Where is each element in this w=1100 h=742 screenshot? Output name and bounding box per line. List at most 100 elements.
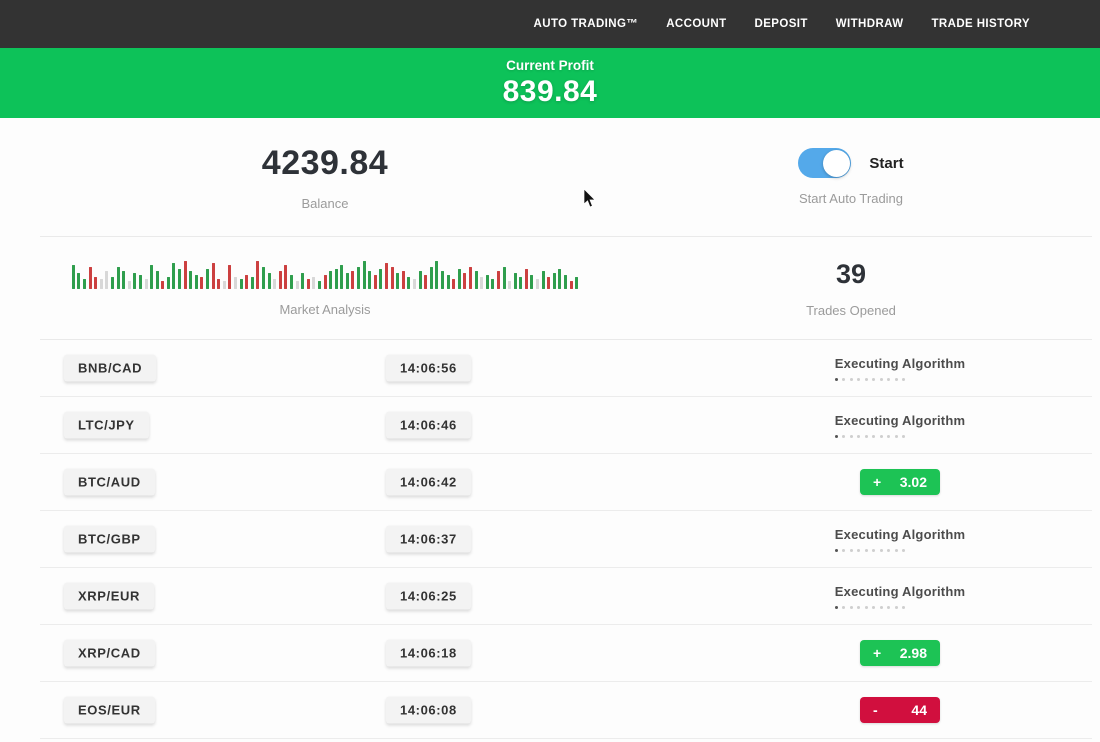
market-bar xyxy=(99,279,103,289)
top-navigation: AUTO TRADING™ ACCOUNT DEPOSIT WITHDRAW T… xyxy=(0,0,1100,48)
trades-opened-block: 39 Trades Opened xyxy=(610,237,1092,339)
current-profit-label: Current Profit xyxy=(506,57,594,73)
nav-item-trade-history[interactable]: TRADE HISTORY xyxy=(931,18,1030,30)
market-bar xyxy=(105,271,109,289)
result-sign: + xyxy=(873,474,882,490)
time-badge: 14:06:08 xyxy=(386,696,471,724)
market-bar xyxy=(457,269,461,289)
market-bar xyxy=(250,277,254,289)
auto-trading-toggle[interactable] xyxy=(798,148,852,178)
progress-dot xyxy=(872,548,876,552)
progress-dot xyxy=(887,377,891,381)
trades-list: BNB/CAD 14:06:56 Executing Algorithm LTC… xyxy=(40,340,1092,739)
result-value: 2.98 xyxy=(899,645,927,661)
market-bar xyxy=(552,273,556,289)
market-bar xyxy=(569,281,573,289)
progress-dot xyxy=(849,434,853,438)
pair-badge: BTC/GBP xyxy=(64,525,155,553)
market-bar xyxy=(189,271,193,289)
market-bar xyxy=(88,267,92,289)
market-bar xyxy=(261,267,265,289)
time-badge: 14:06:46 xyxy=(386,411,471,439)
pair-badge: LTC/JPY xyxy=(64,411,149,439)
trade-row: BTC/AUD 14:06:42 + 3.02 xyxy=(40,454,1092,511)
market-bar xyxy=(144,279,148,289)
market-bar xyxy=(116,267,120,289)
balance-value: 4239.84 xyxy=(261,143,389,182)
market-bar xyxy=(194,275,198,289)
progress-dot xyxy=(902,434,906,438)
nav-item-account[interactable]: ACCOUNT xyxy=(666,18,727,30)
progress-dot xyxy=(834,605,838,609)
market-bar xyxy=(340,265,344,289)
progress-dot xyxy=(834,377,838,381)
trade-result-badge: + 3.02 xyxy=(860,469,940,495)
trade-result-badge: - 44 xyxy=(860,697,940,723)
progress-dot xyxy=(849,377,853,381)
trade-row: EOS/EUR 14:06:08 - 44 xyxy=(40,682,1092,739)
trade-row: XRP/EUR 14:06:25 Executing Algorithm xyxy=(40,568,1092,625)
market-bar xyxy=(172,263,176,289)
market-bar xyxy=(178,269,182,289)
progress-dot xyxy=(842,434,846,438)
market-bar xyxy=(138,275,142,289)
nav-item-deposit[interactable]: DEPOSIT xyxy=(754,18,808,30)
progress-dot xyxy=(857,548,861,552)
market-bar xyxy=(82,279,86,289)
market-row: Market Analysis 39 Trades Opened xyxy=(40,237,1092,340)
market-bar xyxy=(245,275,249,289)
market-bar xyxy=(474,271,478,289)
market-bar xyxy=(222,281,226,289)
market-bar xyxy=(267,273,271,289)
market-bar xyxy=(351,271,355,289)
status-cell: Executing Algorithm xyxy=(830,397,970,453)
nav-item-auto-trading[interactable]: AUTO TRADING™ xyxy=(533,18,639,30)
nav-item-withdraw[interactable]: WITHDRAW xyxy=(835,18,904,30)
market-bar xyxy=(463,273,467,289)
pair-badge: BTC/AUD xyxy=(64,468,155,496)
current-profit-banner: Current Profit 839.84 xyxy=(0,48,1100,118)
progress-dot xyxy=(887,548,891,552)
market-bar xyxy=(390,267,394,289)
market-bar xyxy=(133,273,137,289)
executing-algorithm-label: Executing Algorithm xyxy=(834,355,966,371)
market-bar xyxy=(239,279,243,289)
market-bar xyxy=(77,273,81,289)
balance-block: 4239.84 Balance xyxy=(40,118,610,236)
auto-trading-block: Start Start Auto Trading xyxy=(610,118,1092,236)
progress-dot xyxy=(879,548,883,552)
start-auto-trading-label: Start Auto Trading xyxy=(798,191,904,206)
market-bar xyxy=(547,277,551,289)
market-bar xyxy=(183,261,187,289)
market-analysis-label: Market Analysis xyxy=(279,302,371,317)
market-bar xyxy=(301,273,305,289)
toggle-knob-icon xyxy=(822,149,850,177)
market-bar xyxy=(524,269,528,289)
market-bar xyxy=(211,263,215,289)
market-bar xyxy=(155,271,159,289)
progress-dot xyxy=(842,377,846,381)
progress-dot xyxy=(872,434,876,438)
market-bar xyxy=(368,271,372,289)
progress-dot xyxy=(849,548,853,552)
market-bar xyxy=(424,275,428,289)
pair-badge: BNB/CAD xyxy=(64,354,157,382)
progress-dot xyxy=(849,605,853,609)
status-cell: + 3.02 xyxy=(830,454,970,510)
progress-dot xyxy=(902,548,906,552)
market-bar xyxy=(485,275,489,289)
result-sign: - xyxy=(873,702,878,718)
result-sign: + xyxy=(873,645,882,661)
progress-dot xyxy=(887,605,891,609)
progress-dot xyxy=(864,434,868,438)
pair-badge: EOS/EUR xyxy=(64,696,155,724)
progress-dot xyxy=(857,605,861,609)
progress-dot xyxy=(864,548,868,552)
time-badge: 14:06:25 xyxy=(386,582,471,610)
pair-badge: XRP/CAD xyxy=(64,639,155,667)
result-value: 3.02 xyxy=(899,474,927,490)
market-analysis-chart xyxy=(71,259,579,289)
market-bar xyxy=(401,271,405,289)
market-bar xyxy=(166,277,170,289)
